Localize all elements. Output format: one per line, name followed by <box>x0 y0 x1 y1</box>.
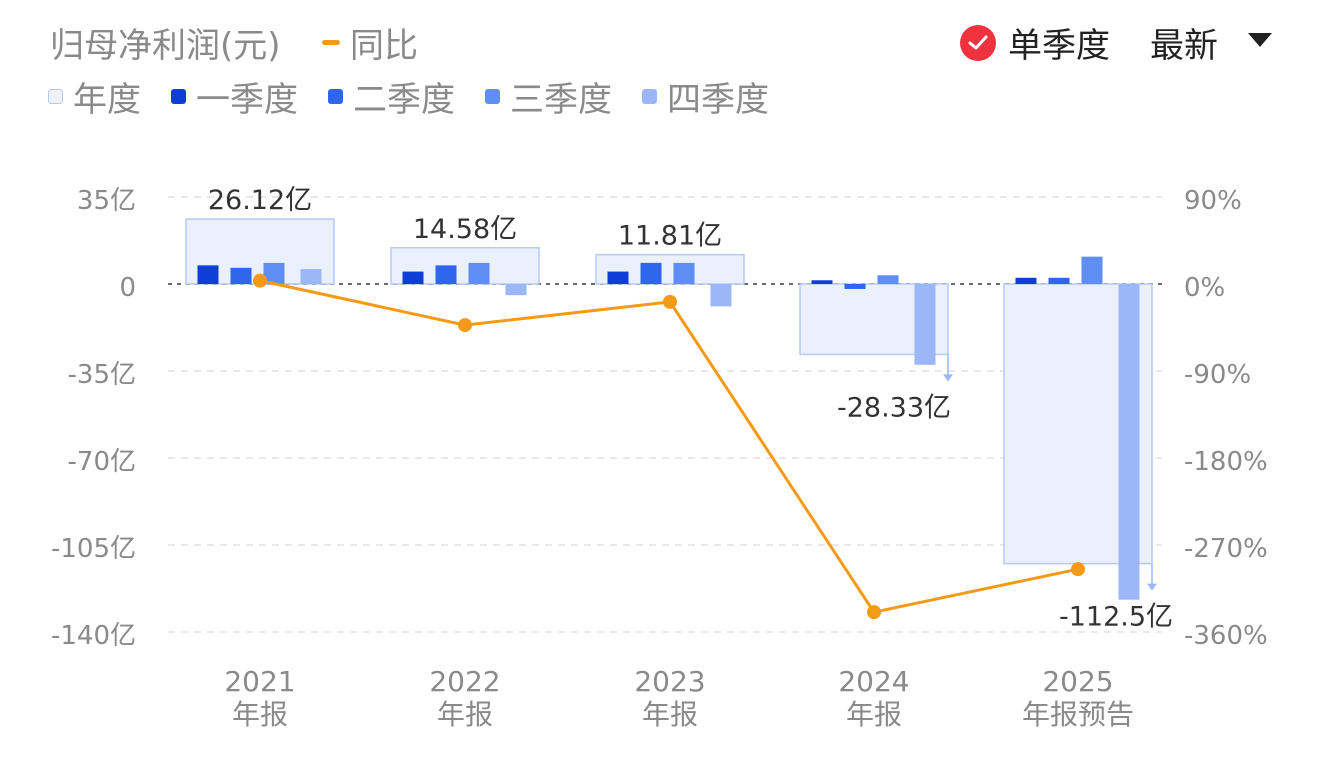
quarter-bar-q3 <box>673 262 695 284</box>
y-right-tick-label: 0% <box>1184 273 1225 303</box>
x-tick-label-type: 年报预告 <box>1022 698 1134 731</box>
legend-label: 二季度 <box>353 80 455 120</box>
y-right-tick-label: -360% <box>1184 621 1268 651</box>
annual-pointer-arrow <box>943 374 953 382</box>
x-tick-label-type: 年报 <box>642 698 698 731</box>
legend-swatch-q1 <box>171 89 186 104</box>
y-right-tick-label: 90% <box>1184 186 1242 216</box>
period-dropdown[interactable]: 最新 <box>1150 26 1218 66</box>
x-tick-label-type: 年报 <box>232 698 288 731</box>
legend-swatch-q4 <box>642 89 657 104</box>
yoy-point <box>253 273 267 288</box>
annual-value-label: -28.33亿 <box>837 392 951 423</box>
quarter-bar-q4 <box>914 284 936 365</box>
y-left-tick-label: -105亿 <box>51 534 136 564</box>
y-left-tick-label: -35亿 <box>68 360 136 390</box>
yoy-legend[interactable]: 同比 <box>322 18 418 67</box>
quarter-bar-q1 <box>811 280 833 284</box>
legend-swatch-q2 <box>328 89 343 104</box>
annual-value-label: 11.81亿 <box>618 221 722 252</box>
quarter-bar-q2 <box>844 284 866 289</box>
quarter-bar-q2 <box>435 265 457 284</box>
quarter-bar-q2 <box>640 262 662 284</box>
yoy-point <box>867 605 881 620</box>
legend-swatch-annual <box>48 89 63 104</box>
legend-label: 一季度 <box>196 80 298 120</box>
x-tick-label-type: 年报 <box>846 698 902 731</box>
chart-title: 归母净利润(元) <box>50 26 281 66</box>
quarter-bar-q1 <box>607 271 629 284</box>
annual-value-label: -112.5亿 <box>1059 602 1173 633</box>
checkbox-checked-icon[interactable] <box>960 24 996 61</box>
quarter-bar-q4 <box>1118 284 1140 600</box>
x-tick-label-year: 2022 <box>429 665 500 698</box>
series-legend: 年度 一季度 二季度 三季度 四季度 <box>48 72 799 121</box>
yoy-line-icon <box>322 40 340 45</box>
legend-item-q1[interactable]: 一季度 <box>171 72 298 121</box>
legend-swatch-q3 <box>485 89 500 104</box>
quarter-bar-q1 <box>197 265 219 284</box>
y-left-tick-label: 0 <box>119 273 136 303</box>
yoy-point <box>458 318 472 333</box>
yoy-legend-label: 同比 <box>350 26 418 66</box>
quarter-bar-q3 <box>1081 256 1103 284</box>
y-right-tick-label: -90% <box>1184 360 1251 390</box>
quarter-bar-q4 <box>300 269 322 284</box>
y-left-tick-label: -140亿 <box>51 621 136 651</box>
yoy-point <box>663 294 677 309</box>
x-tick-label-year: 2025 <box>1042 665 1113 698</box>
quarter-bar-q3 <box>263 262 285 284</box>
quarter-bar-q2 <box>230 267 252 284</box>
view-controls: 单季度 最新 <box>960 18 1272 67</box>
quarter-bar-q1 <box>1015 277 1037 284</box>
x-tick-label-year: 2021 <box>224 665 295 698</box>
dropdown-caret-icon[interactable] <box>1248 32 1272 47</box>
legend-item-q4[interactable]: 四季度 <box>642 72 769 121</box>
y-left-tick-label: -70亿 <box>68 447 136 477</box>
legend-item-q3[interactable]: 三季度 <box>485 72 612 121</box>
x-tick-label-year: 2024 <box>838 665 909 698</box>
quarter-bar-q2 <box>1048 277 1070 284</box>
y-right-tick-label: -270% <box>1184 534 1268 564</box>
y-left-tick-label: 35亿 <box>77 186 136 216</box>
chart-header: 归母净利润(元) 同比 年度 一季度 二季度 三季度 四季度 单季度 最 <box>0 0 1320 130</box>
quarter-bar-q4 <box>505 284 527 296</box>
annual-value-label: 14.58亿 <box>413 214 517 245</box>
y-right-tick-label: -180% <box>1184 447 1268 477</box>
quarter-bar-q3 <box>877 275 899 284</box>
legend-label: 年度 <box>73 80 141 120</box>
quarter-bar-q3 <box>468 262 490 284</box>
yoy-line <box>259 279 1079 614</box>
legend-label: 三季度 <box>510 80 612 120</box>
quarter-bar-q1 <box>402 271 424 284</box>
single-quarter-toggle[interactable]: 单季度 <box>1008 26 1110 66</box>
annual-pointer-arrow <box>1147 583 1157 591</box>
annual-value-label: 26.12亿 <box>208 185 312 216</box>
quarter-bar-q4 <box>710 284 732 307</box>
x-tick-label-type: 年报 <box>437 698 493 731</box>
x-tick-label-year: 2023 <box>634 665 705 698</box>
legend-label: 四季度 <box>667 80 769 120</box>
yoy-point <box>1071 562 1085 577</box>
legend-item-q2[interactable]: 二季度 <box>328 72 455 121</box>
legend-item-annual[interactable]: 年度 <box>48 72 141 121</box>
